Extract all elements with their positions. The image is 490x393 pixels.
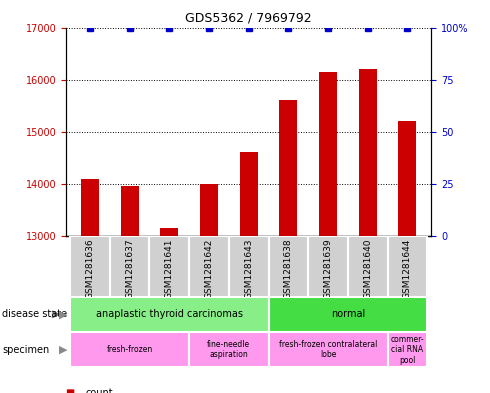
Bar xyxy=(269,297,427,332)
Text: ▶: ▶ xyxy=(59,309,67,320)
Bar xyxy=(388,236,427,297)
Bar xyxy=(160,228,178,236)
Bar xyxy=(269,332,388,367)
Text: ■: ■ xyxy=(66,388,78,393)
Text: GSM1281639: GSM1281639 xyxy=(323,239,333,299)
Text: GSM1281644: GSM1281644 xyxy=(403,239,412,299)
Bar xyxy=(398,121,416,236)
Text: GSM1281636: GSM1281636 xyxy=(85,239,95,299)
Text: GSM1281642: GSM1281642 xyxy=(204,239,214,299)
Bar xyxy=(81,178,99,236)
Bar xyxy=(240,152,258,236)
Text: fresh-frozen: fresh-frozen xyxy=(106,345,153,354)
Bar xyxy=(189,236,229,297)
Bar xyxy=(388,332,427,367)
Text: GSM1281638: GSM1281638 xyxy=(284,239,293,299)
Title: GDS5362 / 7969792: GDS5362 / 7969792 xyxy=(185,12,312,25)
Bar xyxy=(70,332,189,367)
Bar xyxy=(319,72,337,236)
Text: fine-needle
aspiration: fine-needle aspiration xyxy=(207,340,250,360)
Text: GSM1281641: GSM1281641 xyxy=(165,239,174,299)
Text: count: count xyxy=(86,388,113,393)
Bar xyxy=(70,297,269,332)
Text: specimen: specimen xyxy=(2,345,49,355)
Text: anaplastic thyroid carcinomas: anaplastic thyroid carcinomas xyxy=(96,309,243,320)
Text: commer-
cial RNA
pool: commer- cial RNA pool xyxy=(391,335,424,365)
Bar xyxy=(70,236,110,297)
Bar xyxy=(359,69,377,236)
Text: normal: normal xyxy=(331,309,365,320)
Bar xyxy=(121,186,139,236)
Bar xyxy=(279,100,297,236)
Bar xyxy=(200,184,218,236)
Text: disease state: disease state xyxy=(2,309,68,320)
Bar xyxy=(189,332,269,367)
Text: ▶: ▶ xyxy=(59,345,67,355)
Bar xyxy=(110,236,149,297)
Bar xyxy=(308,236,348,297)
Text: GSM1281637: GSM1281637 xyxy=(125,239,134,299)
Bar xyxy=(348,236,388,297)
Text: GSM1281640: GSM1281640 xyxy=(363,239,372,299)
Text: GSM1281643: GSM1281643 xyxy=(244,239,253,299)
Bar xyxy=(269,236,308,297)
Bar xyxy=(149,236,189,297)
Text: fresh-frozen contralateral
lobe: fresh-frozen contralateral lobe xyxy=(279,340,377,360)
Bar xyxy=(229,236,269,297)
